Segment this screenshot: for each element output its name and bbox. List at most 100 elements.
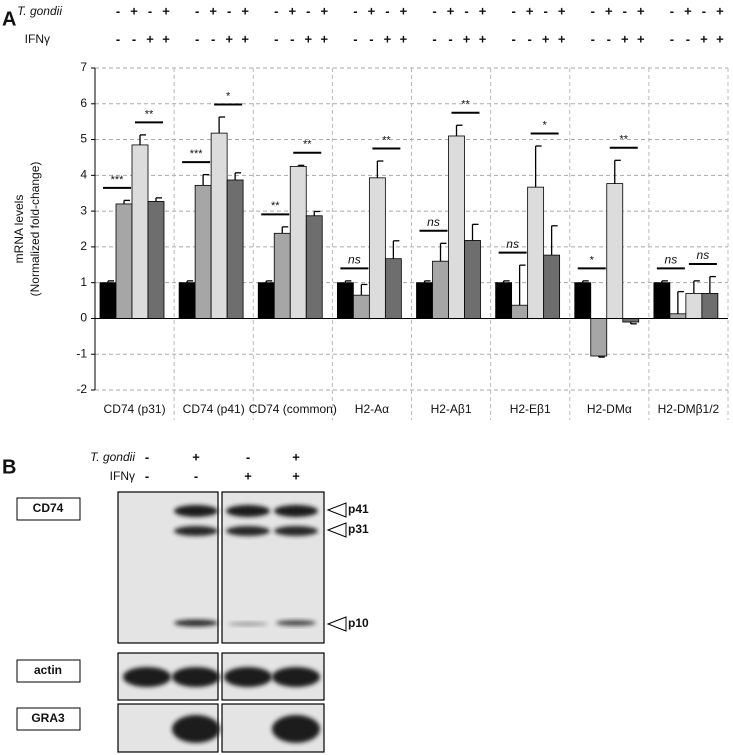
bar	[701, 292, 719, 319]
condition-sign: +	[558, 31, 566, 46]
condition-sign: -	[132, 31, 136, 46]
condition-sign: -	[353, 31, 357, 46]
bar	[352, 294, 370, 319]
x-tick-label: H2-DMβ1/2	[658, 402, 720, 416]
condition-sign: -	[464, 3, 468, 18]
condition-sign: +	[542, 31, 550, 46]
bar	[210, 132, 228, 319]
blot-band	[276, 620, 316, 626]
bar	[147, 201, 165, 319]
condition-sign: -	[369, 31, 373, 46]
condition-sign: +	[292, 449, 300, 464]
condition-label: IFNγ	[25, 32, 50, 46]
band-arrow	[326, 502, 347, 518]
condition-sign: +	[320, 31, 328, 46]
x-tick-label: H2-Aβ1	[431, 402, 472, 416]
y-tick-label: 0	[80, 311, 87, 325]
condition-sign: +	[209, 3, 217, 18]
bar	[448, 135, 465, 319]
blot-band	[174, 619, 218, 627]
blot-band	[172, 667, 220, 687]
bar	[257, 282, 275, 319]
y-tick-label: -1	[76, 346, 87, 360]
significance-label: *	[590, 254, 595, 266]
band-label: p41	[348, 502, 369, 516]
condition-sign: +	[162, 3, 170, 18]
y-tick-label: 3	[80, 203, 87, 217]
bar	[99, 282, 117, 319]
condition-sign: +	[637, 3, 645, 18]
condition-sign: +	[225, 31, 233, 46]
antibody-label: actin	[34, 663, 62, 677]
condition-sign: -	[274, 31, 278, 46]
x-tick-label: CD74 (common)	[249, 402, 337, 416]
y-tick-label: 4	[80, 168, 87, 182]
condition-sign: -	[670, 31, 674, 46]
blot-band	[272, 667, 320, 687]
bar	[305, 215, 323, 319]
significance-label: **	[461, 99, 470, 111]
condition-sign: -	[353, 3, 357, 18]
bar	[368, 177, 386, 319]
condition-sign: -	[702, 3, 706, 18]
significance-label: *	[542, 119, 547, 131]
condition-sign: -	[607, 31, 611, 46]
condition-sign: -	[194, 468, 198, 483]
antibody-label: CD74	[33, 501, 64, 515]
condition-sign: +	[241, 3, 249, 18]
bar	[289, 165, 307, 319]
bar	[606, 183, 624, 319]
blot-band	[272, 715, 320, 743]
condition-sign: -	[195, 3, 199, 18]
x-tick-label: H2-Eβ1	[510, 402, 551, 416]
bar	[527, 186, 545, 319]
bar	[416, 282, 433, 319]
blot-band	[172, 715, 220, 743]
condition-sign: -	[148, 3, 152, 18]
condition-sign: +	[384, 31, 392, 46]
bar	[590, 318, 608, 357]
condition-sign: -	[670, 3, 674, 18]
bar	[574, 282, 592, 319]
x-tick-label: CD74 (p31)	[104, 402, 166, 416]
condition-sign: -	[432, 3, 436, 18]
x-tick-label: H2-Aα	[355, 402, 389, 416]
panel-label: A	[2, 8, 16, 30]
y-tick-label: 1	[80, 275, 87, 289]
bar	[194, 184, 212, 319]
condition-sign: -	[448, 31, 452, 46]
antibody-label: GRA3	[31, 711, 65, 725]
condition-sign: +	[292, 468, 300, 483]
significance-label: ns	[348, 253, 361, 267]
condition-sign: +	[716, 31, 724, 46]
significance-label: **	[303, 139, 312, 151]
blot-panel	[221, 491, 325, 644]
condition-sign: -	[527, 31, 531, 46]
condition-sign: -	[385, 3, 389, 18]
condition-sign: +	[244, 468, 252, 483]
bar	[543, 254, 561, 319]
condition-sign: -	[145, 468, 149, 483]
x-tick-label: H2-DMα	[587, 402, 632, 416]
condition-sign: -	[543, 3, 547, 18]
antibody-box	[16, 707, 81, 731]
condition-sign: +	[241, 31, 249, 46]
panel-label: B	[2, 456, 16, 478]
condition-sign: -	[511, 3, 515, 18]
condition-sign: -	[591, 3, 595, 18]
significance-label: ns	[427, 215, 440, 229]
condition-sign: -	[246, 449, 250, 464]
significance-label: ***	[190, 148, 204, 160]
significance-label: *	[226, 90, 231, 102]
bar	[464, 240, 481, 319]
condition-sign: -	[623, 3, 627, 18]
y-axis-label: (Normalized fold-change)	[28, 162, 42, 297]
bar	[622, 318, 640, 323]
condition-sign: +	[479, 31, 487, 46]
condition-sign: -	[686, 31, 690, 46]
condition-label: T. gondii	[90, 450, 135, 464]
condition-sign: -	[432, 31, 436, 46]
condition-sign: -	[195, 31, 199, 46]
condition-sign: -	[227, 3, 231, 18]
